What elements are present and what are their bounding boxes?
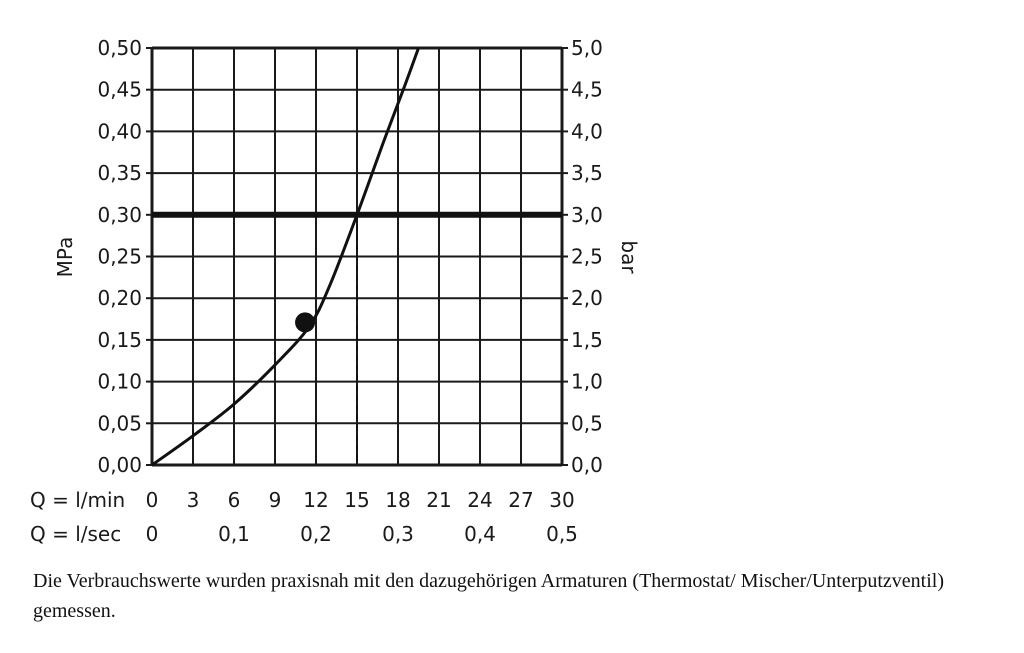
left-axis-ticks: 0,00 0,05 0,10 0,15 0,20 0,25 0,30 0,35 0,40 0,45… bbox=[97, 36, 142, 477]
flow-pressure-chart: 0,000,050,100,150,200,250,300,350,400,45… bbox=[30, 36, 641, 546]
x-lmin-tick-label: 21 bbox=[426, 488, 451, 512]
right-tick-label: 0,5 bbox=[571, 411, 603, 435]
x-lmin-tick-label: 6 bbox=[228, 488, 241, 512]
flow-curve bbox=[151, 47, 420, 467]
x-lsec-tick-label: 0,2 bbox=[300, 522, 332, 546]
right-tick-label: 0,0 bbox=[571, 453, 603, 477]
x-lmin-tick-label: 24 bbox=[467, 488, 492, 512]
right-tick-label: 3,0 bbox=[571, 203, 603, 227]
right-axis-ticks: 0,0 0,5 1,0 1,5 2,0 2,5 3,0 3,5 4,0 4,5 5,0 bbox=[571, 36, 603, 477]
x-lsec-tick-label: 0,5 bbox=[546, 522, 578, 546]
left-tick-label: 0,50 bbox=[97, 36, 142, 60]
left-tick-label: 0,20 bbox=[97, 286, 142, 310]
chart-marks bbox=[151, 47, 562, 467]
right-tick-label: 3,5 bbox=[571, 161, 603, 185]
right-tick-label: 5,0 bbox=[571, 36, 603, 60]
x-lmin-tick-label: 30 bbox=[549, 488, 574, 512]
right-axis-label: bar bbox=[617, 240, 641, 274]
operating-point-marker bbox=[295, 312, 316, 333]
x-lmin-tick-label: 27 bbox=[508, 488, 533, 512]
right-tick-label: 4,5 bbox=[571, 78, 603, 102]
x-lsec-tick-label: 0,1 bbox=[218, 522, 250, 546]
x-lsec-tick-label: 0 bbox=[146, 522, 159, 546]
left-tick-label: 0,15 bbox=[97, 328, 142, 352]
x-lmin-tick-label: 3 bbox=[187, 488, 200, 512]
left-tick-label: 0,30 bbox=[97, 203, 142, 227]
x-axis-lmin-label: Q = l/min bbox=[30, 488, 125, 512]
x-lmin-tick-label: 9 bbox=[269, 488, 282, 512]
right-tick-label: 4,0 bbox=[571, 119, 603, 143]
x-lsec-tick-label: 0,4 bbox=[464, 522, 496, 546]
x-lsec-tick-label: 0,3 bbox=[382, 522, 414, 546]
left-tick-label: 0,00 bbox=[97, 453, 142, 477]
left-tick-label: 0,40 bbox=[97, 119, 142, 143]
x-axis-lsec-label: Q = l/sec bbox=[30, 522, 121, 546]
x-axis-lmin-ticks: 0 3 6 9 12 15 18 21 24 27 30 bbox=[146, 488, 575, 512]
left-tick-label: 0,05 bbox=[97, 411, 142, 435]
left-axis-label: MPa bbox=[53, 237, 77, 278]
x-lmin-tick-label: 15 bbox=[344, 488, 369, 512]
right-tick-label: 1,0 bbox=[571, 370, 603, 394]
x-lmin-tick-label: 18 bbox=[385, 488, 410, 512]
left-tick-label: 0,35 bbox=[97, 161, 142, 185]
left-tick-label: 0,25 bbox=[97, 245, 142, 269]
left-tick-label: 0,10 bbox=[97, 370, 142, 394]
x-lmin-tick-label: 12 bbox=[303, 488, 328, 512]
left-tick-label: 0,45 bbox=[97, 78, 142, 102]
caption: Die Verbrauchswerte wurden praxisnah mit… bbox=[33, 570, 944, 622]
right-tick-label: 1,5 bbox=[571, 328, 603, 352]
x-axis-lsec-ticks: 0 0,1 0,2 0,3 0,4 0,5 bbox=[146, 522, 578, 546]
x-lmin-tick-label: 0 bbox=[146, 488, 159, 512]
right-tick-label: 2,5 bbox=[571, 245, 603, 269]
right-tick-label: 2,0 bbox=[571, 286, 603, 310]
